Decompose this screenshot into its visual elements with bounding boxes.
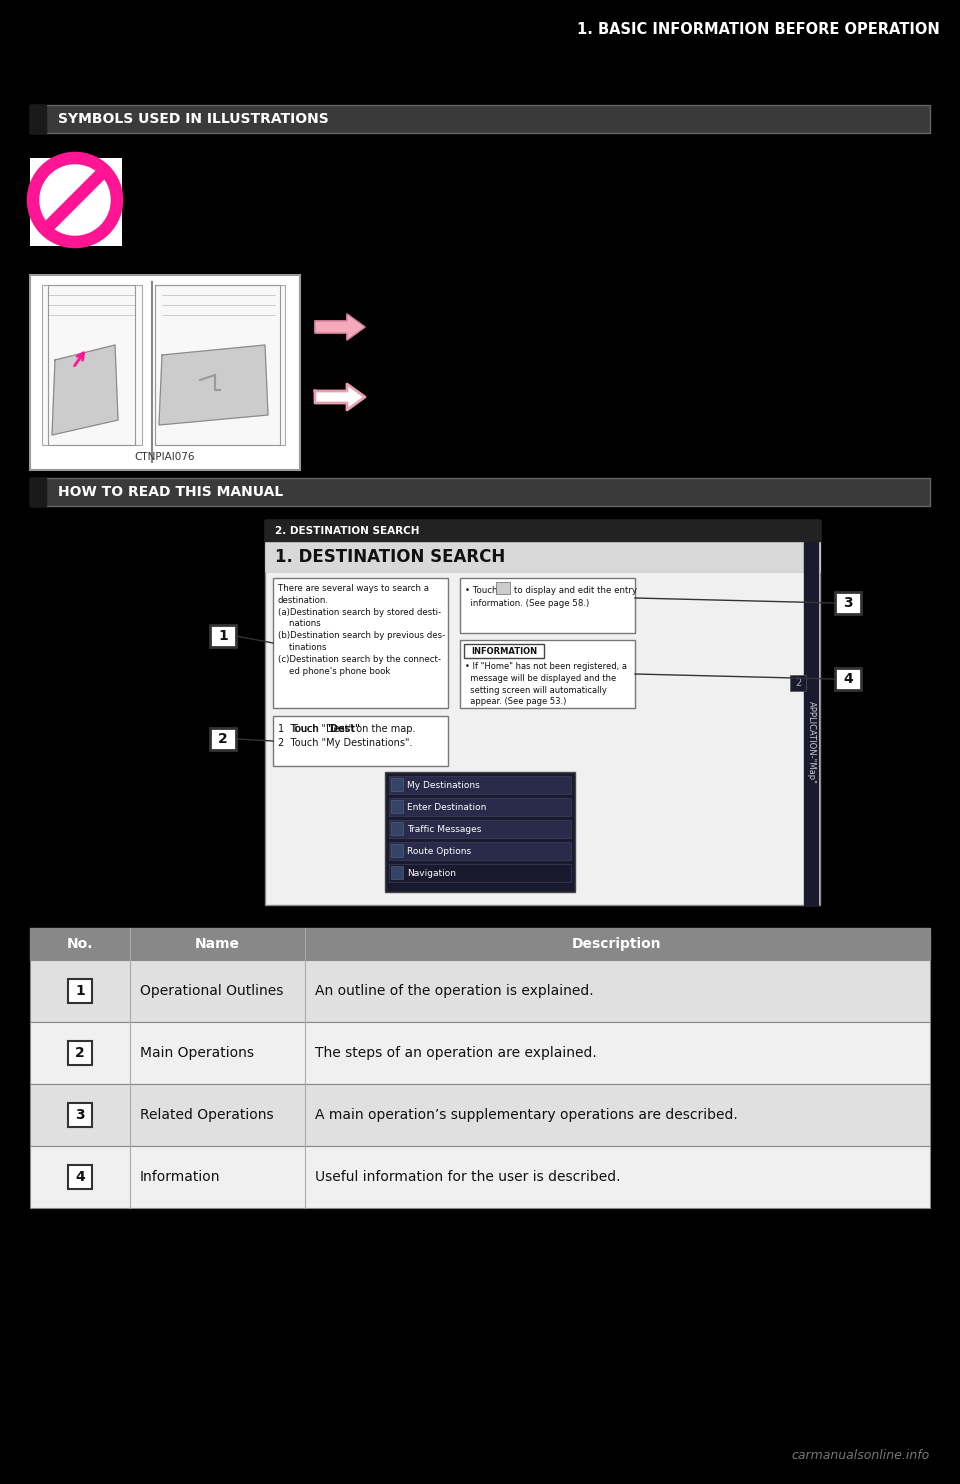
Text: 1. DESTINATION SEARCH: 1. DESTINATION SEARCH xyxy=(275,548,505,565)
Bar xyxy=(389,821,571,838)
Bar xyxy=(835,592,861,614)
Bar xyxy=(265,519,820,542)
Text: 2. DESTINATION SEARCH: 2. DESTINATION SEARCH xyxy=(275,525,420,536)
Bar xyxy=(464,644,544,657)
Bar xyxy=(389,841,571,861)
Bar xyxy=(30,105,930,134)
Text: Description: Description xyxy=(572,936,661,951)
Bar xyxy=(68,1165,92,1189)
Text: CTNPIAI076: CTNPIAI076 xyxy=(134,453,195,462)
Text: 1  Touch "Dest" on the map.
2  Touch "My Destinations".: 1 Touch "Dest" on the map. 2 Touch "My D… xyxy=(278,724,416,748)
Bar xyxy=(30,478,46,506)
Text: The steps of an operation are explained.: The steps of an operation are explained. xyxy=(315,1046,597,1060)
Text: • Touch      to display and edit the entry
  information. (See page 58.): • Touch to display and edit the entry in… xyxy=(465,586,637,607)
Bar xyxy=(30,1022,930,1083)
Bar xyxy=(496,582,510,594)
Bar xyxy=(265,519,820,905)
Bar xyxy=(391,800,403,813)
Text: INFORMATION: INFORMATION xyxy=(471,647,537,656)
Bar xyxy=(389,798,571,816)
Text: There are several ways to search a
destination.
(a)Destination search by stored : There are several ways to search a desti… xyxy=(278,585,445,675)
Text: No.: No. xyxy=(67,936,93,951)
Text: Route Options: Route Options xyxy=(407,846,471,855)
Text: Enter Destination: Enter Destination xyxy=(407,803,487,812)
Text: 1: 1 xyxy=(218,629,228,643)
Text: 1. BASIC INFORMATION BEFORE OPERATION: 1. BASIC INFORMATION BEFORE OPERATION xyxy=(577,21,940,37)
Bar xyxy=(835,668,861,690)
Text: 4: 4 xyxy=(843,672,852,686)
Bar xyxy=(0,0,960,58)
Bar xyxy=(391,822,403,835)
Text: 2: 2 xyxy=(218,732,228,746)
Bar xyxy=(68,1040,92,1066)
Text: SYMBOLS USED IN ILLUSTRATIONS: SYMBOLS USED IN ILLUSTRATIONS xyxy=(58,111,328,126)
Bar xyxy=(30,157,122,246)
Bar xyxy=(389,776,571,794)
Text: 2: 2 xyxy=(75,1046,84,1060)
Text: 4: 4 xyxy=(75,1169,84,1184)
Bar xyxy=(68,979,92,1003)
Text: Main Operations: Main Operations xyxy=(140,1046,254,1060)
Text: 3: 3 xyxy=(843,597,852,610)
Text: 3: 3 xyxy=(75,1109,84,1122)
Text: Information: Information xyxy=(140,1169,221,1184)
Bar xyxy=(391,844,403,856)
Text: A main operation’s supplementary operations are described.: A main operation’s supplementary operati… xyxy=(315,1109,737,1122)
Text: Useful information for the user is described.: Useful information for the user is descr… xyxy=(315,1169,620,1184)
Text: 1: 1 xyxy=(75,984,84,999)
Bar xyxy=(30,960,930,1022)
Bar xyxy=(391,867,403,879)
Text: An outline of the operation is explained.: An outline of the operation is explained… xyxy=(315,984,593,999)
Bar xyxy=(790,675,806,692)
Text: Traffic Messages: Traffic Messages xyxy=(407,825,481,834)
Bar xyxy=(30,1146,930,1208)
Bar xyxy=(30,105,46,134)
Bar xyxy=(30,928,930,960)
Polygon shape xyxy=(315,384,365,410)
Bar xyxy=(273,715,448,766)
Circle shape xyxy=(33,157,117,242)
Text: 2: 2 xyxy=(795,678,802,689)
Bar xyxy=(385,772,575,892)
Text: Navigation: Navigation xyxy=(407,868,456,877)
Polygon shape xyxy=(52,344,118,435)
Bar xyxy=(273,577,448,708)
Bar xyxy=(30,1083,930,1146)
Text: APPLICATION-"Map": APPLICATION-"Map" xyxy=(806,700,815,784)
Text: My Destinations: My Destinations xyxy=(407,781,480,789)
Text: HOW TO READ THIS MANUAL: HOW TO READ THIS MANUAL xyxy=(58,485,283,499)
Bar xyxy=(30,275,300,470)
Text: Name: Name xyxy=(195,936,239,951)
Bar xyxy=(155,285,285,445)
Text: "Dest": "Dest" xyxy=(325,724,360,735)
Polygon shape xyxy=(315,315,365,340)
Bar xyxy=(804,542,818,905)
Bar xyxy=(391,778,403,791)
Text: Operational Outlines: Operational Outlines xyxy=(140,984,283,999)
Bar xyxy=(210,625,236,647)
Text: carmanualsonline.info: carmanualsonline.info xyxy=(792,1448,930,1462)
Bar xyxy=(460,640,635,708)
Bar xyxy=(389,864,571,881)
Text: Touch: Touch xyxy=(291,724,319,735)
Bar xyxy=(30,478,930,506)
Bar xyxy=(460,577,635,634)
Bar xyxy=(265,542,820,571)
Text: • If "Home" has not been registered, a
  message will be displayed and the
  set: • If "Home" has not been registered, a m… xyxy=(465,662,627,706)
Bar xyxy=(210,729,236,749)
Polygon shape xyxy=(159,344,268,424)
Bar xyxy=(68,1103,92,1126)
Bar xyxy=(42,285,142,445)
Text: Related Operations: Related Operations xyxy=(140,1109,274,1122)
